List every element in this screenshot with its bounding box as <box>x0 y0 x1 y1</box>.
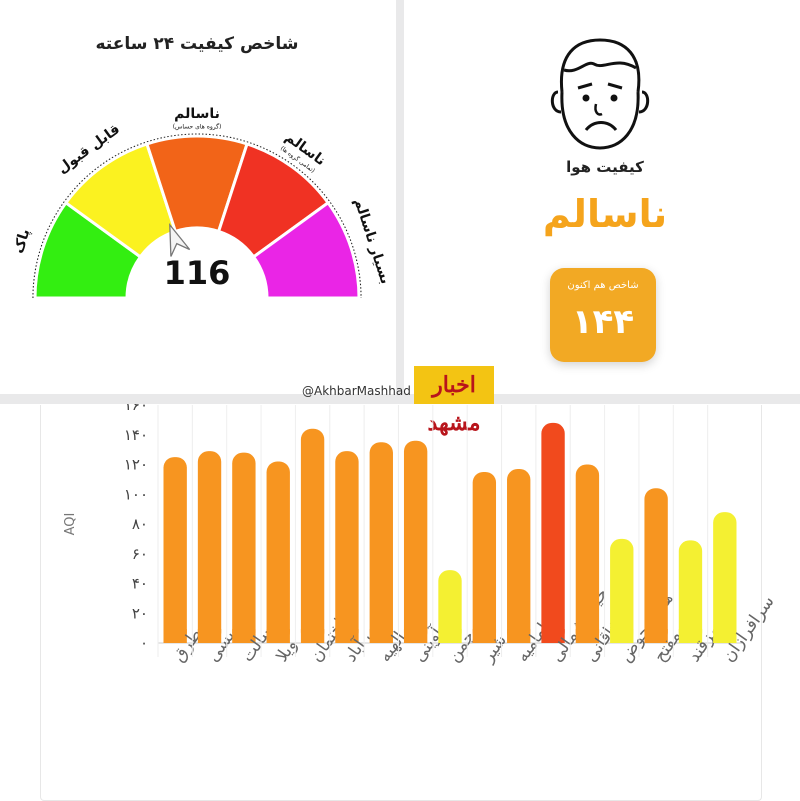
current-index-label: شاخص هم اکنون <box>567 280 639 291</box>
y-tick-label: ۲۰ <box>132 604 148 622</box>
panel-divider-vertical <box>396 0 404 394</box>
gauge-title: شاخص کیفیت ۲۴ ساعته <box>95 34 299 54</box>
y-tick-label: ۶۰ <box>132 545 148 563</box>
watermark-handle: @AkhbarMashhad <box>302 384 411 398</box>
bar-base <box>232 629 256 643</box>
bar <box>713 512 737 643</box>
current-index-badge: شاخص هم اکنون ۱۴۴ <box>550 268 656 362</box>
bar <box>369 442 393 643</box>
bar <box>232 452 256 643</box>
bar <box>335 451 359 643</box>
y-tick-label: ۱۰۰ <box>124 485 148 503</box>
y-tick-label: ۰ <box>140 634 148 652</box>
gauge-panel: شاخص کیفیت ۲۴ ساعته پاک قابل قبول ناسالم (گ… <box>0 0 394 394</box>
bar-base <box>197 629 222 643</box>
bar <box>541 422 565 643</box>
bar-base <box>575 629 600 643</box>
bar <box>678 540 703 643</box>
bar-base <box>369 629 393 643</box>
bar-base <box>438 629 462 643</box>
bar <box>644 488 668 643</box>
bar <box>403 440 428 643</box>
bar-base <box>713 629 737 643</box>
bar <box>266 461 290 643</box>
gauge-value: 116 <box>164 254 231 292</box>
watermark-logo: اخبار مشهد <box>414 366 494 436</box>
gauge-segment-sublabel: (گروه های حساس) <box>173 123 222 131</box>
bar-base <box>610 629 634 643</box>
sad-face-icon <box>550 38 650 150</box>
bar <box>472 471 497 643</box>
gauge-segment <box>251 200 361 300</box>
y-tick-label: ۱۴۰ <box>124 426 148 444</box>
bar-base <box>266 629 290 643</box>
bar-base <box>472 629 497 643</box>
gauge-needle <box>169 222 191 257</box>
aqi-bar-chart: AQI۰۲۰۴۰۶۰۸۰۱۰۰۱۲۰۱۴۰۱۶۰طرقنخریسیرسالتوی… <box>63 404 779 667</box>
bar-base <box>300 629 325 643</box>
current-index-value: ۱۴۴ <box>571 302 635 342</box>
gauge-segment-label: پاک <box>11 227 34 256</box>
bar <box>610 538 634 643</box>
bar-base <box>403 629 428 643</box>
bar-base <box>678 629 703 643</box>
panel-divider-horizontal <box>0 394 800 404</box>
bar-base <box>541 629 565 643</box>
air-quality-status: ناسالم <box>542 192 668 236</box>
y-tick-label: ۱۶۰ <box>124 404 148 414</box>
bar <box>575 464 600 643</box>
y-tick-label: ۴۰ <box>132 575 148 593</box>
bar-base <box>644 629 668 643</box>
gauge-segment-label: ناسالم <box>174 106 220 122</box>
bar <box>438 570 462 643</box>
y-tick-label: ۱۲۰ <box>124 456 148 474</box>
bar <box>507 468 531 643</box>
bar <box>163 457 187 643</box>
bar-base <box>507 629 531 643</box>
y-axis-label: AQI <box>63 513 78 536</box>
bar <box>300 428 325 643</box>
bar <box>197 451 222 643</box>
bar-base <box>163 629 187 643</box>
bar-base <box>335 629 359 643</box>
air-quality-label: کیفیت هوا <box>566 158 644 176</box>
y-tick-label: ۸۰ <box>132 515 148 533</box>
